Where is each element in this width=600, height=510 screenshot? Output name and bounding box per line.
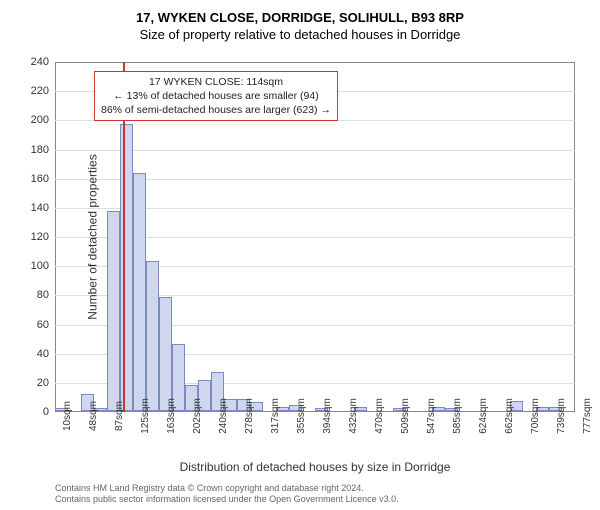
y-tick-label: 100 bbox=[31, 260, 49, 272]
chart-title-sub: Size of property relative to detached ho… bbox=[0, 27, 600, 42]
info-box-line: 17 WYKEN CLOSE: 114sqm bbox=[101, 75, 331, 89]
x-tick-label: 432sqm bbox=[348, 398, 359, 434]
y-tick-label: 160 bbox=[31, 173, 49, 185]
x-tick-label: 125sqm bbox=[140, 398, 151, 434]
x-tick-label: 317sqm bbox=[270, 398, 281, 434]
x-tick-label: 585sqm bbox=[452, 398, 463, 434]
y-tick-label: 40 bbox=[37, 348, 49, 360]
x-tick-label: 355sqm bbox=[296, 398, 307, 434]
gridline bbox=[55, 150, 575, 151]
x-tick-label: 662sqm bbox=[504, 398, 515, 434]
x-axis-label: Distribution of detached houses by size … bbox=[180, 460, 451, 474]
x-tick-label: 240sqm bbox=[218, 398, 229, 434]
y-tick-label: 80 bbox=[37, 289, 49, 301]
histogram-bar bbox=[159, 297, 171, 411]
chart-title-main: 17, WYKEN CLOSE, DORRIDGE, SOLIHULL, B93… bbox=[0, 10, 600, 25]
chart-plot-area: 020406080100120140160180200220240 10sqm4… bbox=[55, 62, 575, 412]
x-tick-label: 547sqm bbox=[426, 398, 437, 434]
histogram-bar bbox=[133, 173, 145, 411]
y-tick-label: 20 bbox=[37, 377, 49, 389]
x-tick-label: 777sqm bbox=[582, 398, 593, 434]
x-tick-label: 202sqm bbox=[192, 398, 203, 434]
y-tick-label: 120 bbox=[31, 231, 49, 243]
info-box-line: ← 13% of detached houses are smaller (94… bbox=[101, 89, 331, 103]
x-tick-label: 394sqm bbox=[322, 398, 333, 434]
footer-line-2: Contains public sector information licen… bbox=[55, 494, 399, 506]
footer-line-1: Contains HM Land Registry data © Crown c… bbox=[55, 483, 399, 495]
x-tick-label: 509sqm bbox=[400, 398, 411, 434]
x-tick-label: 624sqm bbox=[478, 398, 489, 434]
x-tick-label: 700sqm bbox=[530, 398, 541, 434]
y-tick-label: 200 bbox=[31, 114, 49, 126]
y-axis-label: Number of detached properties bbox=[86, 154, 100, 319]
x-tick-label: 87sqm bbox=[114, 401, 125, 431]
x-tick-label: 48sqm bbox=[88, 401, 99, 431]
x-tick-label: 470sqm bbox=[374, 398, 385, 434]
x-tick-label: 163sqm bbox=[166, 398, 177, 434]
y-tick-label: 140 bbox=[31, 202, 49, 214]
y-tick-label: 240 bbox=[31, 56, 49, 68]
property-info-box: 17 WYKEN CLOSE: 114sqm← 13% of detached … bbox=[94, 71, 338, 122]
x-tick-label: 10sqm bbox=[62, 401, 73, 431]
footer-attribution: Contains HM Land Registry data © Crown c… bbox=[55, 483, 399, 506]
histogram-bar bbox=[146, 261, 158, 411]
x-tick-label: 278sqm bbox=[244, 398, 255, 434]
y-tick-label: 180 bbox=[31, 144, 49, 156]
x-tick-label: 739sqm bbox=[556, 398, 567, 434]
y-tick-label: 60 bbox=[37, 319, 49, 331]
y-tick-label: 220 bbox=[31, 85, 49, 97]
y-tick-label: 0 bbox=[43, 406, 49, 418]
info-box-line: 86% of semi-detached houses are larger (… bbox=[101, 103, 331, 117]
histogram-bar bbox=[107, 211, 119, 411]
